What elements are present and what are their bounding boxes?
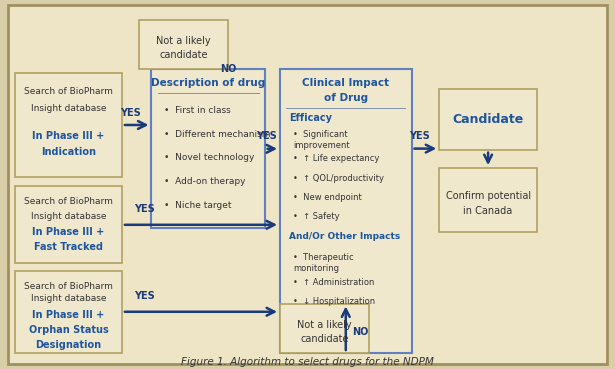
Text: in Canada: in Canada [464,206,513,216]
Text: Not a likely: Not a likely [297,320,352,330]
Text: YES: YES [409,131,430,141]
Text: In Phase III +: In Phase III + [33,227,105,237]
Text: And/Or Other Impacts: And/Or Other Impacts [289,232,400,241]
Text: Description of drug: Description of drug [151,78,265,88]
Text: In Phase III +: In Phase III + [33,310,105,320]
Text: •  ↑ Life expectancy: • ↑ Life expectancy [293,155,380,163]
FancyBboxPatch shape [439,168,537,232]
FancyBboxPatch shape [280,69,411,353]
Text: of Drug: of Drug [323,93,368,103]
Text: •  ↑ QOL/productivity: • ↑ QOL/productivity [293,173,384,183]
Text: •  Different mechanism: • Different mechanism [164,130,270,139]
Text: Designation: Designation [36,340,101,350]
Text: •  ↑ Safety: • ↑ Safety [293,211,340,221]
Text: •  Add-on therapy: • Add-on therapy [164,177,245,186]
Text: In Phase III +: In Phase III + [33,131,105,141]
FancyBboxPatch shape [280,304,369,353]
Text: YES: YES [134,204,155,214]
Text: Fast Tracked: Fast Tracked [34,242,103,252]
Text: Not a likely: Not a likely [156,36,211,46]
Text: •  Significant
improvement: • Significant improvement [293,130,350,150]
FancyBboxPatch shape [15,186,122,263]
Text: Efficacy: Efficacy [289,113,332,123]
Text: •  Niche target: • Niche target [164,201,231,210]
Text: •  First in class: • First in class [164,106,231,115]
FancyBboxPatch shape [15,270,122,353]
Text: Candidate: Candidate [453,113,524,126]
FancyBboxPatch shape [139,20,228,69]
Text: Insight database: Insight database [31,294,106,303]
Text: Search of BioPharm: Search of BioPharm [24,87,113,96]
Text: •  ↑ Administration: • ↑ Administration [293,277,375,286]
Text: Search of BioPharm: Search of BioPharm [24,282,113,290]
Text: NO: NO [352,327,368,337]
Text: •  Novel technology: • Novel technology [164,154,254,162]
Text: Insight database: Insight database [31,212,106,221]
FancyBboxPatch shape [7,5,608,364]
FancyBboxPatch shape [439,89,537,150]
Text: •  New endpoint: • New endpoint [293,193,362,201]
Text: YES: YES [120,108,141,118]
Text: candidate: candidate [159,51,208,61]
Text: Search of BioPharm: Search of BioPharm [24,197,113,206]
Text: Confirm potential: Confirm potential [445,192,531,201]
Text: Insight database: Insight database [31,104,106,113]
Text: •  Therapeutic
monitoring: • Therapeutic monitoring [293,253,354,273]
FancyBboxPatch shape [151,69,264,228]
Text: YES: YES [134,291,155,301]
FancyBboxPatch shape [15,73,122,177]
Text: YES: YES [256,131,277,141]
Text: Figure 1. Algorithm to select drugs for the NDPM: Figure 1. Algorithm to select drugs for … [181,357,434,367]
Text: Indication: Indication [41,148,96,158]
Text: Clinical Impact: Clinical Impact [302,78,389,88]
Text: •  ↓ Hospitalization: • ↓ Hospitalization [293,297,376,306]
Text: Orphan Status: Orphan Status [28,325,108,335]
Text: candidate: candidate [300,334,349,344]
Text: NO: NO [220,64,237,74]
